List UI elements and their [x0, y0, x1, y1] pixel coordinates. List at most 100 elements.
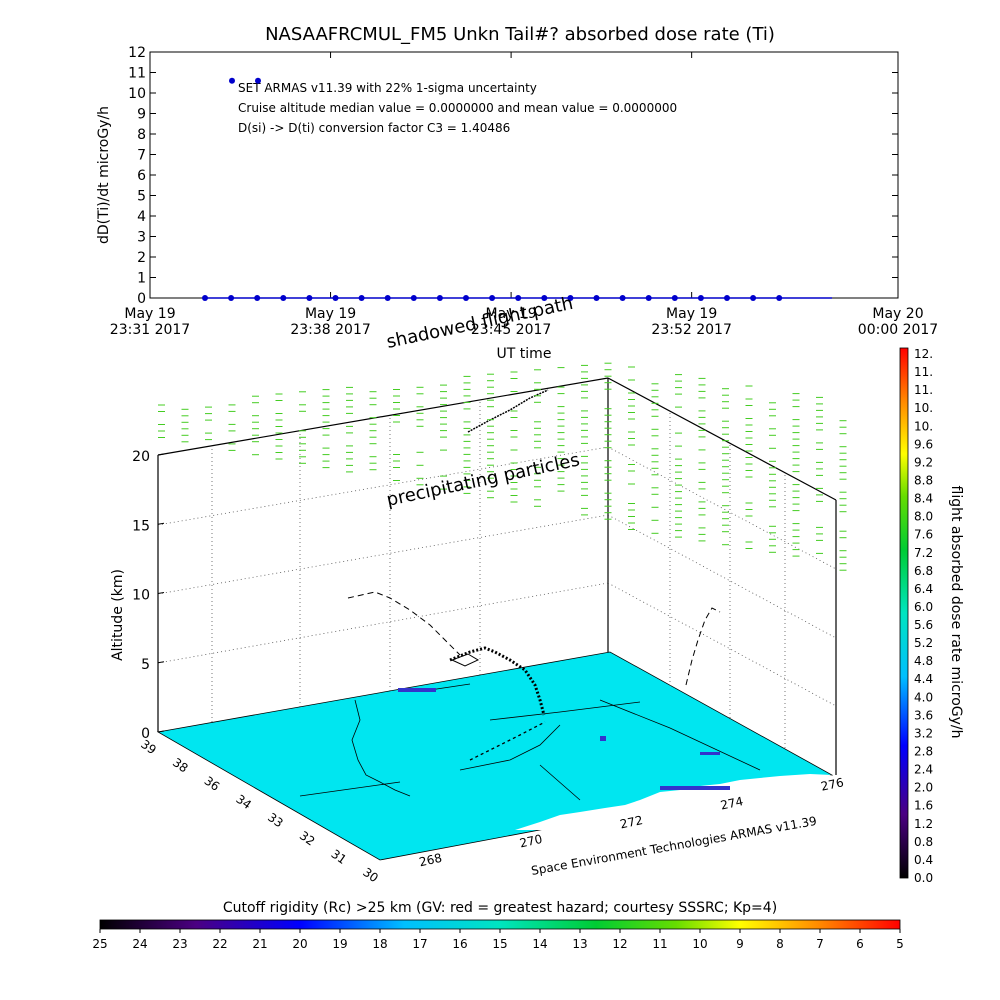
gulf-region — [515, 774, 832, 830]
dose-rate-colorbar-tick: 9.6 — [914, 437, 933, 451]
latitude-tick-label: 34 — [233, 792, 254, 812]
dose-rate-colorbar-tick: 7.6 — [914, 528, 933, 542]
dose-rate-point — [332, 295, 339, 301]
dose-rate-colorbar-tick: 0.8 — [914, 835, 933, 849]
rigidity-colorbar-tick: 11 — [652, 937, 667, 951]
rigidity-colorbar-tick: 13 — [572, 937, 587, 951]
latitude-tick-label: 38 — [170, 755, 191, 775]
rigidity-colorbar-tick: 22 — [212, 937, 227, 951]
precipitating-particles-label: precipitating particles — [385, 449, 582, 510]
aircraft-marker — [450, 653, 480, 667]
dose-rate-colorbar-tick: 11. — [914, 365, 933, 379]
dose-rate-colorbar-tick: 10. — [914, 419, 933, 433]
x-tick-time: 23:38 2017 — [290, 322, 370, 338]
dose-rate-colorbar-tick: 12. — [914, 347, 933, 361]
dose-rate-point — [489, 295, 496, 301]
y-tick-label: 12 — [128, 45, 146, 61]
x-tick-time: 00:00 2017 — [858, 322, 938, 338]
dose-rate-colorbar-tick: 2.8 — [914, 745, 933, 759]
rigidity-colorbar — [99, 919, 901, 930]
rigidity-colorbar-tick: 9 — [736, 937, 744, 951]
rigidity-colorbar-tick: 12 — [612, 937, 627, 951]
x-tick-time: 23:31 2017 — [110, 322, 190, 338]
dose-rate-colorbar-tick: 11. — [914, 383, 933, 397]
rigidity-colorbar-tick: 25 — [92, 937, 107, 951]
dose-rate-point — [202, 295, 208, 301]
rigidity-colorbar-ticks: 25 24 23 22 21 20 19 18 17 16 15 14 13 12 11 10 9 8 7 6 5 — [92, 929, 904, 951]
flight-path — [449, 646, 546, 716]
annotation-conversion: D(si) -> D(ti) conversion factor C3 = 1.… — [238, 121, 510, 135]
dose-rate-colorbar-tick: 8.4 — [914, 492, 933, 506]
dose-rate-point — [280, 295, 287, 301]
dose-rate-colorbar-tick: 4.0 — [914, 690, 933, 704]
annotation-cruise: Cruise altitude median value = 0.0000000… — [238, 101, 677, 115]
latitude-tick-label: 36 — [202, 774, 223, 794]
shadow-track-left — [347, 591, 461, 656]
y-tick-label: 1 — [137, 271, 146, 287]
dose-rate-point — [410, 295, 417, 301]
longitude-ticks: 268 270 272 274 276 — [418, 775, 845, 869]
rigidity-colorbar-tick: 17 — [412, 937, 427, 951]
dose-rate-point — [306, 295, 313, 301]
altitude-tick-label: 20 — [132, 449, 150, 465]
x-tick-time: 23:52 2017 — [651, 322, 731, 338]
dose-rate-colorbar-tick: 7.2 — [914, 546, 933, 560]
altitude-tick-label: 5 — [141, 657, 150, 673]
plot-grid — [157, 400, 837, 748]
y-tick-label: 4 — [137, 209, 146, 225]
dose-rate-point — [619, 295, 626, 301]
dose-rate-colorbar-tick: 3.2 — [914, 726, 933, 740]
y-tick-label: 8 — [137, 127, 146, 143]
dose-rate-points — [202, 77, 783, 301]
dose-rate-colorbar-tick: 4.8 — [914, 654, 933, 668]
latitude-tick-label: 32 — [297, 828, 318, 848]
dose-rate-point — [645, 295, 652, 301]
dose-rate-colorbar-tick: 1.2 — [914, 817, 933, 831]
rigidity-colorbar-tick: 20 — [292, 937, 307, 951]
dose-rate-colorbar-tick: 1.6 — [914, 799, 933, 813]
dose-rate-point — [724, 295, 730, 301]
dose-rate-colorbar-tick: 0.0 — [914, 871, 933, 885]
longitude-tick-label: 276 — [820, 775, 845, 793]
annotation-uncertainty: SET ARMAS v11.39 with 22% 1-sigma uncert… — [238, 81, 537, 95]
altitude-tick-mark — [157, 730, 165, 733]
dose-rate-colorbar-tick: 6.8 — [914, 564, 933, 578]
dose-rate-point — [229, 77, 235, 84]
dose-rate-colorbar-tick: 2.0 — [914, 781, 933, 795]
rigidity-colorbar-label: Cutoff rigidity (Rc) >25 km (GV: red = g… — [223, 900, 777, 916]
rigidity-colorbar-tick: 5 — [896, 937, 904, 951]
rigidity-colorbar-tick: 24 — [132, 937, 147, 951]
x-tick-day: May 19 — [305, 306, 356, 322]
dose-rate-colorbar-tick: 0.4 — [914, 853, 933, 867]
altitude-tick-label: 0 — [141, 726, 150, 742]
altitude-tick-mark — [157, 453, 165, 456]
latitude-tick-label: 31 — [329, 847, 350, 867]
rigidity-colorbar-tick: 18 — [372, 937, 387, 951]
dose-rate-point — [750, 295, 757, 301]
longitude-tick-label: 274 — [719, 794, 744, 812]
dose-rate-point — [255, 77, 261, 84]
map-borders — [299, 683, 761, 801]
y-tick-label: 6 — [137, 168, 146, 184]
y-tick-label: 11 — [128, 66, 146, 82]
rigidity-colorbar-tick: 19 — [332, 937, 347, 951]
shadow-track-right — [685, 607, 721, 686]
dose-rate-point — [358, 295, 365, 301]
altitude-axis-label: Altitude (km) — [110, 569, 126, 661]
chart-title: NASAAFRCMUL_FM5 Unkn Tail#? absorbed dos… — [265, 24, 775, 45]
dose-rate-point — [436, 295, 443, 301]
rigidity-colorbar-tick: 21 — [252, 937, 267, 951]
dose-rate-colorbar-tick: 10. — [914, 401, 933, 415]
y-tick-label: 9 — [137, 107, 146, 123]
rigidity-colorbar-tick: 8 — [776, 937, 784, 951]
longitude-tick-label: 272 — [619, 813, 644, 831]
dose-rate-point — [463, 295, 469, 301]
y-tick-label: 7 — [137, 148, 146, 164]
map-lakes — [398, 688, 730, 790]
y-tick-label: 10 — [128, 86, 146, 102]
dose-rate-colorbar-tick: 3.6 — [914, 708, 933, 722]
rigidity-colorbar-tick: 10 — [692, 937, 707, 951]
altitude-tick-label: 10 — [132, 588, 150, 604]
